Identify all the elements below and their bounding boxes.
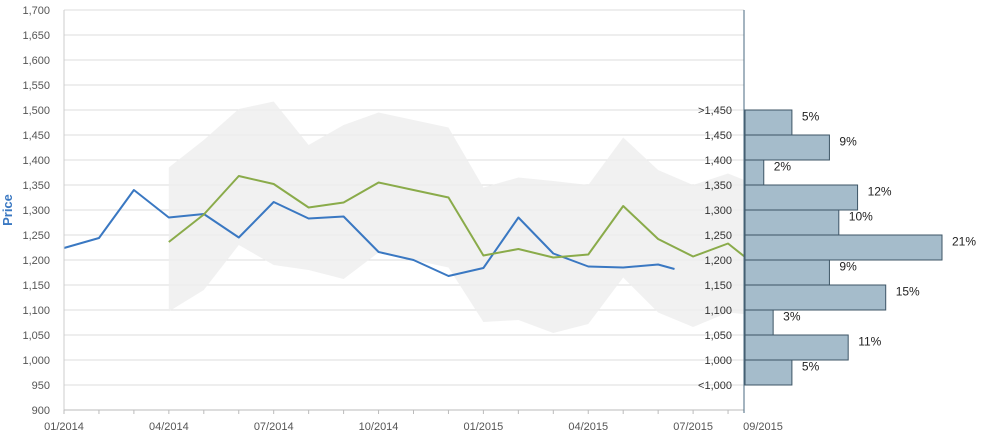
histogram-bar [744, 184, 859, 211]
histogram-bin-label: 1,350 [704, 180, 732, 192]
distribution-histogram: >1,450 5% 1,450 9% 1,400 2% 1,350 12% 1,300 10% 1,… [698, 105, 976, 392]
y-tick-label: 1,550 [22, 80, 50, 92]
x-tick-label: 10/2014 [359, 421, 399, 433]
y-tick-label: 1,100 [22, 305, 50, 317]
x-tick-label: 04/2014 [149, 421, 189, 433]
histogram-bin-label: <1,000 [698, 380, 732, 392]
histogram-bar [744, 209, 840, 236]
series-line-blue [63, 189, 675, 277]
histogram-bar [744, 309, 774, 336]
histogram-bar [744, 359, 793, 386]
histogram-percent-label: 10% [849, 210, 873, 224]
forecast-band-layer [168, 101, 764, 333]
y-tick-label: 1,200 [22, 255, 50, 267]
histogram-bin-label: >1,450 [698, 105, 732, 117]
y-tick-label: 900 [32, 405, 50, 417]
histogram-bin-label: 1,150 [704, 280, 732, 292]
histogram-bin-label: 1,000 [704, 355, 732, 367]
y-tick-label: 1,500 [22, 105, 50, 117]
series-line-green [168, 175, 764, 270]
y-tick-label: 1,150 [22, 280, 50, 292]
histogram-percent-label: 5% [802, 110, 820, 124]
y-axis-title: Price [0, 194, 15, 226]
histogram-bin-label: 1,050 [704, 330, 732, 342]
y-tick-label: 950 [32, 380, 50, 392]
histogram-bin-label: 1,250 [704, 230, 732, 242]
histogram-percent-label: 2% [774, 160, 792, 174]
x-tick-label: 07/2014 [254, 421, 294, 433]
axes-layer: 1,700 1,650 1,600 1,550 1,500 1,450 1,400 1,350… [22, 5, 782, 433]
forecast-band [168, 101, 764, 333]
histogram-bar [744, 234, 943, 261]
histogram-percent-label: 9% [839, 260, 857, 274]
histogram-bin-label: 1,300 [704, 205, 732, 217]
y-tick-label: 1,250 [22, 230, 50, 242]
y-tick-label: 1,450 [22, 130, 50, 142]
histogram-bar [744, 259, 830, 286]
histogram-percent-label: 11% [858, 335, 881, 349]
histogram-percent-label: 3% [783, 310, 801, 324]
histogram-bar [744, 334, 849, 361]
histogram-bin-label: 1,450 [704, 130, 732, 142]
y-tick-label: 1,300 [22, 205, 50, 217]
x-tick-label: 09/2015 [743, 421, 783, 433]
histogram-percent-label: 5% [802, 360, 820, 374]
histogram-bin-label: 1,200 [704, 255, 732, 267]
y-tick-label: 1,350 [22, 180, 50, 192]
y-tick-label: 1,400 [22, 155, 50, 167]
y-tick-label: 1,650 [22, 30, 50, 42]
histogram-bin-label: 1,400 [704, 155, 732, 167]
histogram-bin-label: 1,100 [704, 305, 732, 317]
y-tick-label: 1,050 [22, 330, 50, 342]
histogram-percent-label: 21% [952, 235, 976, 249]
x-tick-label: 07/2015 [673, 421, 713, 433]
y-tick-label: 1,000 [22, 355, 50, 367]
x-tick-label: 04/2015 [568, 421, 608, 433]
histogram-percent-label: 12% [868, 185, 892, 199]
histogram-bar [744, 284, 887, 311]
x-tick-label: 01/2014 [44, 421, 84, 433]
histogram-percent-label: 15% [896, 285, 920, 299]
x-tick-label: 01/2015 [464, 421, 504, 433]
histogram-bar [744, 159, 765, 186]
histogram-bar [744, 134, 830, 161]
y-tick-label: 1,700 [22, 5, 50, 17]
histogram-bar [744, 109, 793, 136]
y-tick-label: 1,600 [22, 55, 50, 67]
series-layer [63, 175, 764, 277]
histogram-percent-label: 9% [839, 135, 857, 149]
